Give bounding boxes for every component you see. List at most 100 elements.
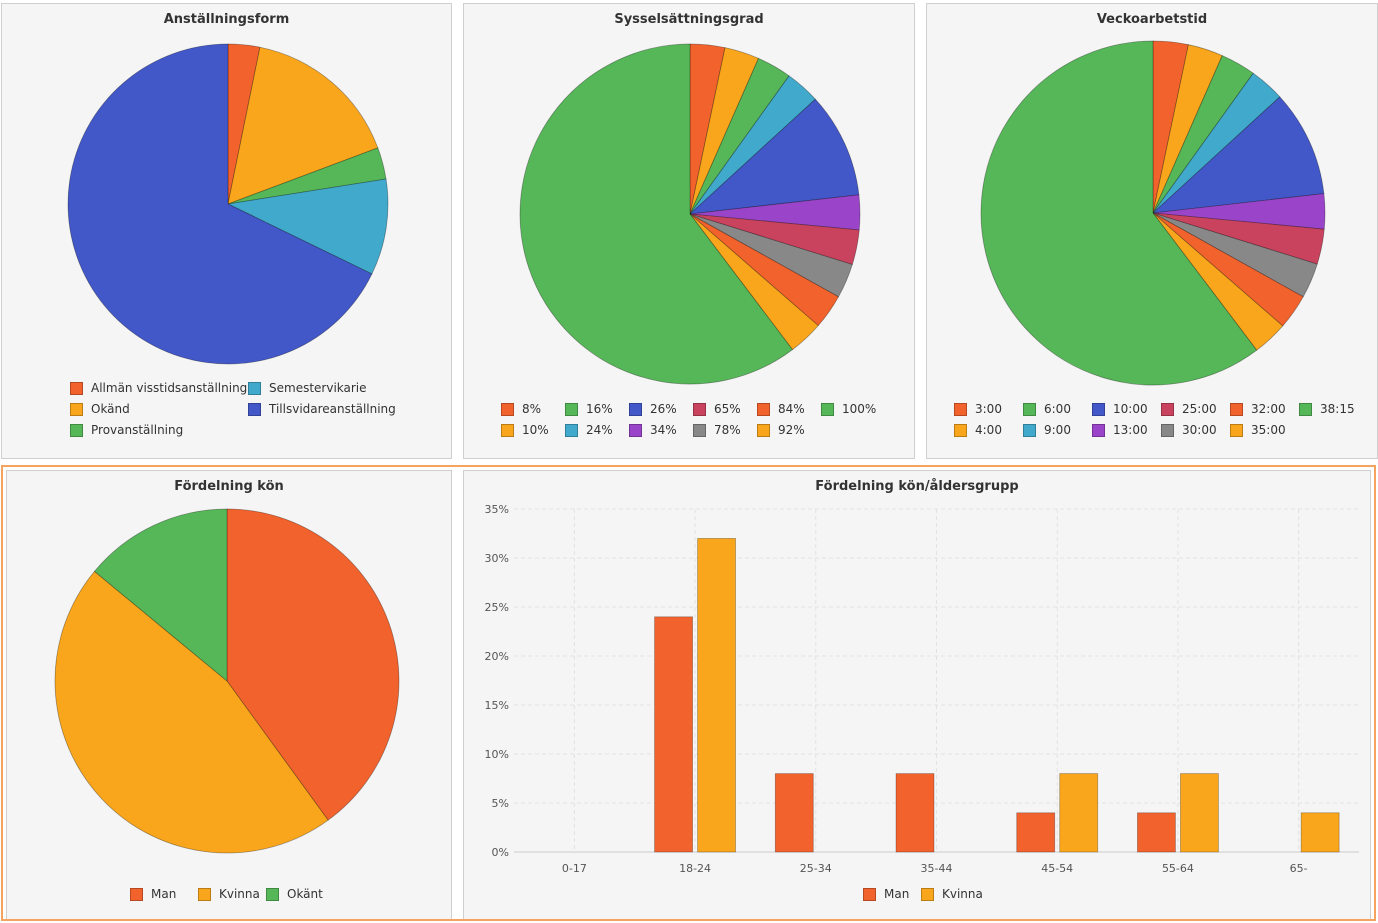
chart-title: Sysselsättningsgrad: [614, 12, 764, 27]
legend-swatch: [693, 403, 706, 416]
legend-anstallningsform: Allmän visstidsanställning Semestervikari…: [2, 4, 453, 460]
legend-label: 25:00: [1182, 402, 1217, 416]
legend-label: 24%: [586, 423, 613, 437]
bar-kvinna-18-24[interactable]: [697, 538, 736, 853]
y-tick-label: 0%: [492, 846, 509, 859]
legend-label: Man: [151, 887, 177, 901]
chart-title: Anställningsform: [163, 12, 290, 27]
legend-swatch: [565, 403, 578, 416]
legend-swatch: [248, 382, 261, 395]
legend-label: 4:00: [975, 423, 1002, 437]
panel-sysselsattningsgrad: Sysselsättningsgrad 8% 16% 26% 65% 84% 100% 10…: [463, 3, 915, 459]
legend-label: Okänd: [91, 402, 130, 416]
legend-label: Semestervikarie: [269, 381, 367, 395]
pie-chart-sysselsattningsgrad: [519, 43, 861, 385]
pie-slice-5[interactable]: [688, 98, 860, 215]
pie-slice-6[interactable]: [689, 194, 861, 231]
legend-swatch: [863, 888, 876, 901]
pie-slice-7[interactable]: [1152, 212, 1325, 265]
pie-slice-5[interactable]: [1151, 96, 1325, 214]
pie-slice-1[interactable]: [226, 508, 400, 821]
pie-slice-3[interactable]: [1152, 55, 1254, 214]
panel-anstallningsform: Anställningsform Allmän visstidsanställn…: [1, 3, 452, 459]
panel-fordelning-kon-aldersgrupp: Fördelning kön/åldersgrupp 0% 5% 10% 15% 20%…: [463, 470, 1371, 920]
pie-slice-5[interactable]: [67, 43, 373, 365]
legend-label: Provanställning: [91, 423, 184, 437]
legend-swatch: [757, 424, 770, 437]
x-tick-label: 25-34: [800, 862, 832, 875]
legend-swatch: [198, 888, 211, 901]
panel-veckoarbetstid: Veckoarbetstid 3:00 6:00 10:00 25:00 32:00 38…: [926, 3, 1378, 459]
x-tick-label: 35-44: [921, 862, 953, 875]
bar-man-18-24[interactable]: [654, 616, 693, 853]
chart-title: Veckoarbetstid: [1096, 12, 1208, 27]
pie-slice-1[interactable]: [1152, 40, 1189, 214]
pie-slice-9[interactable]: [689, 213, 839, 327]
legend-label: 92%: [778, 423, 805, 437]
pie-slice-2[interactable]: [227, 46, 379, 205]
bar-kvinna-45-54[interactable]: [1059, 773, 1099, 853]
legend-label: Okänt: [287, 887, 323, 901]
legend-swatch: [954, 403, 967, 416]
pie-slice-11[interactable]: [980, 40, 1258, 386]
legend-label: 38:15: [1320, 402, 1355, 416]
legend-sysselsattningsgrad: 8% 16% 26% 65% 84% 100% 10% 24% 34% 78% 92%: [464, 4, 916, 460]
pie-slice-4[interactable]: [1152, 72, 1281, 214]
pie-slice-10[interactable]: [1152, 212, 1284, 351]
legend-swatch: [1299, 403, 1312, 416]
pie-slice-2[interactable]: [689, 47, 760, 215]
legend-label: Kvinna: [219, 887, 260, 901]
legend-fordelning-kon-aldersgrupp: Man Kvinna: [464, 471, 1372, 921]
chart-title: Fördelning kön/åldersgrupp: [815, 479, 1019, 494]
pie-slice-3[interactable]: [93, 508, 228, 682]
bar-man-35-44[interactable]: [895, 773, 935, 853]
bar-kvinna-55-64[interactable]: [1180, 773, 1219, 853]
pie-slice-6[interactable]: [1152, 193, 1326, 230]
x-tick-label: 55-64: [1162, 862, 1194, 875]
legend-swatch: [70, 382, 83, 395]
legend-swatch: [1230, 403, 1243, 416]
pie-slice-3[interactable]: [689, 57, 790, 215]
legend-label: 34%: [650, 423, 677, 437]
y-tick-label: 20%: [485, 650, 509, 663]
pie-slice-9[interactable]: [1152, 212, 1304, 327]
pie-slice-2[interactable]: [54, 570, 329, 854]
legend-label: 9:00: [1044, 423, 1071, 437]
legend-label: 13:00: [1113, 423, 1148, 437]
legend-swatch: [1230, 424, 1243, 437]
pie-slice-8[interactable]: [1152, 212, 1318, 298]
pie-slice-3[interactable]: [227, 147, 387, 205]
legend-label: 10%: [522, 423, 549, 437]
legend-swatch: [1092, 403, 1105, 416]
legend-swatch: [821, 403, 834, 416]
pie-slice-7[interactable]: [689, 213, 860, 266]
legend-veckoarbetstid: 3:00 6:00 10:00 25:00 32:00 38:15 4:00 9:00 13:0…: [927, 4, 1378, 460]
pie-slice-1[interactable]: [689, 43, 726, 215]
legend-label: Tillsvidareanställning: [269, 402, 396, 416]
pie-slice-11[interactable]: [519, 43, 794, 385]
pie-slice-2[interactable]: [1152, 44, 1223, 214]
legend-swatch: [130, 888, 143, 901]
bar-kvinna-65-[interactable]: [1300, 812, 1340, 853]
bar-man-55-64[interactable]: [1137, 812, 1176, 853]
pie-slice-10[interactable]: [689, 213, 819, 351]
pie-slice-4[interactable]: [689, 75, 816, 215]
bar-man-25-34[interactable]: [774, 773, 814, 853]
legend-swatch: [629, 424, 642, 437]
legend-swatch: [565, 424, 578, 437]
legend-label: 78%: [714, 423, 741, 437]
x-tick-label: 65-: [1290, 862, 1308, 875]
bar-man-45-54[interactable]: [1016, 812, 1056, 853]
legend-swatch: [70, 424, 83, 437]
legend-label: 10:00: [1113, 402, 1148, 416]
pie-slice-8[interactable]: [689, 213, 853, 298]
pie-slice-1[interactable]: [227, 43, 261, 205]
legend-swatch: [1092, 424, 1105, 437]
pie-slice-4[interactable]: [226, 178, 389, 275]
legend-fordelning-kon: Man Kvinna Okänt: [7, 471, 453, 921]
legend-label: 26%: [650, 402, 677, 416]
legend-swatch: [693, 424, 706, 437]
pie-chart-fordelning-kon: [54, 508, 400, 854]
legend-swatch: [501, 424, 514, 437]
legend-label: 100%: [842, 402, 877, 416]
